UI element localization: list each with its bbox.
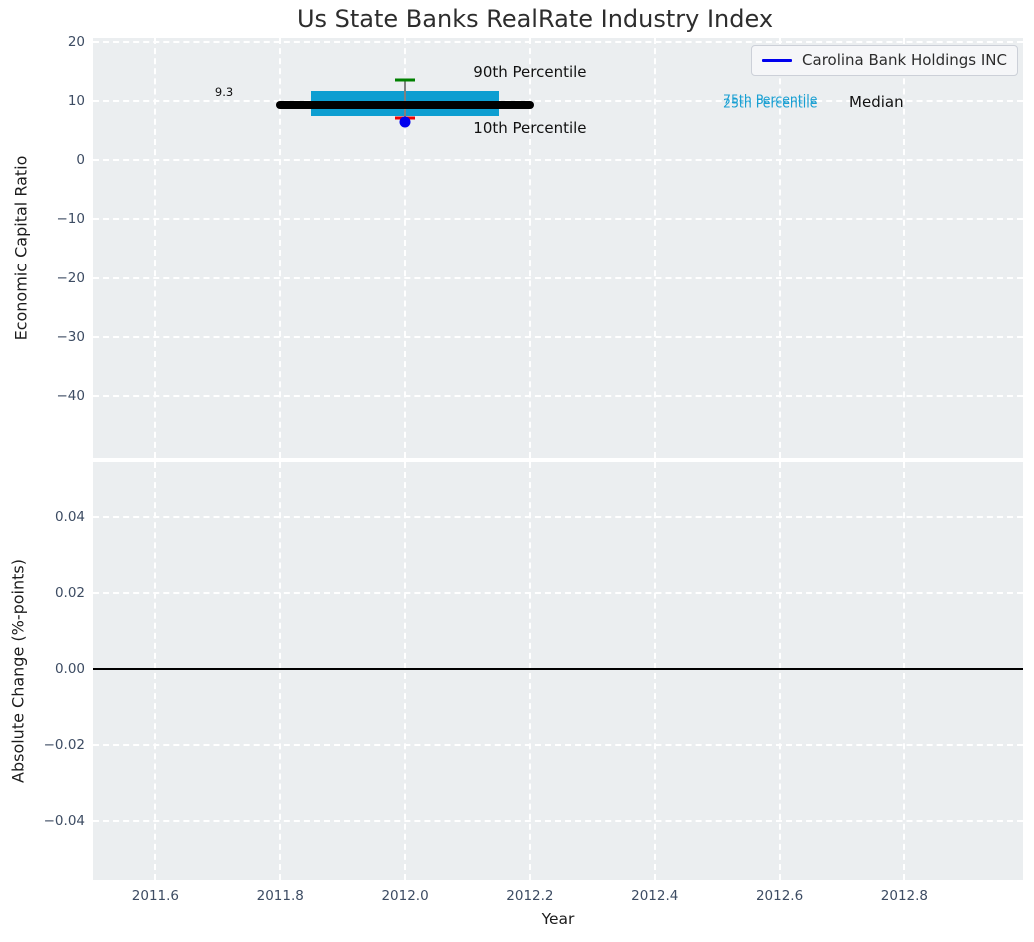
- bottom-axes-absolute-change: [93, 462, 1023, 880]
- gridline-vertical: [778, 38, 781, 458]
- x-tick-label: 2012.4: [631, 888, 679, 904]
- gridline-vertical: [528, 38, 531, 458]
- y-tick-label: −0.04: [43, 813, 85, 830]
- annotation-median: Median: [849, 92, 904, 111]
- gridline-horizontal: [93, 820, 1023, 823]
- gridline-horizontal: [93, 516, 1023, 519]
- gridline-vertical: [903, 462, 906, 880]
- legend-label: Carolina Bank Holdings INC: [802, 51, 1007, 69]
- y-tick-label: −10: [56, 211, 86, 228]
- gridline-vertical: [279, 38, 282, 458]
- top-axes-economic-capital-ratio: Carolina Bank Holdings INC 9.3 90th Perce…: [93, 38, 1023, 458]
- legend-line-swatch: [762, 58, 793, 62]
- gridline-vertical: [528, 462, 531, 880]
- y-tick-label: −30: [56, 329, 86, 346]
- gridline-vertical: [903, 38, 906, 458]
- whisker-line: [404, 80, 406, 118]
- x-tick-label: 2011.8: [256, 888, 304, 904]
- annotation-75th-percentile: 75th Percentile: [723, 91, 818, 107]
- gridline-horizontal: [93, 100, 1023, 103]
- annotation-90th-percentile: 90th Percentile: [473, 63, 587, 82]
- y-tick-label: 0.02: [54, 585, 85, 602]
- gridline-vertical: [279, 462, 282, 880]
- y-tick-label: 0.04: [54, 509, 85, 526]
- chart-title: Us State Banks RealRate Industry Index: [296, 5, 774, 33]
- gridline-horizontal: [93, 395, 1023, 398]
- zero-change-line: [93, 668, 1023, 671]
- bottom-y-axis-label: Absolute Change (%-points): [8, 559, 28, 783]
- annotation-9-3: 9.3: [214, 85, 234, 100]
- annotation-25th-percentile: 25th Percentile: [723, 95, 818, 111]
- y-tick-label: 10: [67, 93, 85, 110]
- gridline-horizontal: [93, 592, 1023, 595]
- p90-cap: [395, 78, 416, 82]
- gridline-vertical: [154, 38, 157, 458]
- gridline-horizontal: [93, 159, 1023, 162]
- x-tick-label: 2012.8: [880, 888, 929, 904]
- gridline-horizontal: [93, 277, 1023, 280]
- gridline-vertical: [653, 38, 656, 458]
- gridline-horizontal: [93, 336, 1023, 339]
- gridline-horizontal: [93, 218, 1023, 221]
- x-axis-label: Year: [541, 910, 575, 928]
- y-tick-label: −0.02: [43, 737, 85, 754]
- x-tick-label: 2012.6: [755, 888, 804, 904]
- gridline-vertical: [154, 462, 157, 880]
- y-tick-label: 20: [67, 34, 85, 51]
- median-line: [276, 101, 534, 110]
- y-tick-label: 0: [76, 152, 85, 169]
- y-tick-label: −20: [56, 270, 86, 287]
- gridline-vertical: [653, 462, 656, 880]
- y-tick-label: −40: [56, 388, 86, 405]
- gridline-vertical: [778, 462, 781, 880]
- gridline-horizontal: [93, 744, 1023, 747]
- gridline-vertical: [404, 38, 407, 458]
- legend[interactable]: Carolina Bank Holdings INC: [751, 45, 1018, 76]
- company-data-point: [399, 116, 411, 128]
- top-y-axis-label: Economic Capital Ratio: [11, 155, 31, 341]
- x-tick-label: 2011.6: [131, 888, 180, 904]
- y-tick-label: 0.00: [54, 661, 85, 678]
- gridline-vertical: [404, 462, 407, 880]
- x-tick-label: 2012.0: [381, 888, 429, 904]
- annotation-10th-percentile: 10th Percentile: [473, 119, 587, 138]
- gridline-horizontal: [93, 41, 1023, 44]
- x-tick-label: 2012.2: [506, 888, 554, 904]
